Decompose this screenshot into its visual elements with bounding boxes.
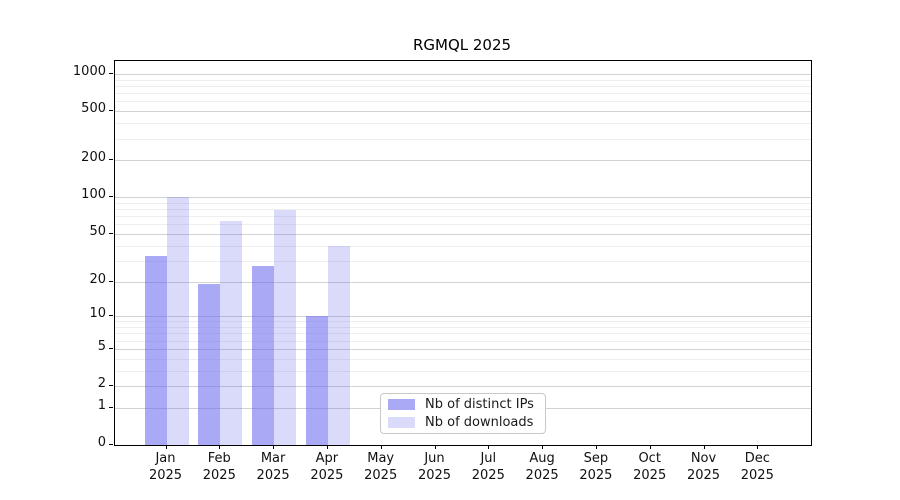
y-tick-mark bbox=[109, 73, 113, 74]
bar-distinct-ips bbox=[144, 255, 167, 445]
y-tick-label: 1 bbox=[97, 397, 106, 413]
bar-distinct-ips bbox=[198, 284, 221, 445]
gridline-major bbox=[115, 233, 811, 235]
x-tick-label: Nov 2025 bbox=[686, 451, 721, 483]
gridline-minor bbox=[115, 333, 811, 335]
y-tick-label: 200 bbox=[81, 150, 106, 166]
y-tick-mark bbox=[109, 385, 113, 386]
bar-distinct-ips bbox=[305, 316, 328, 445]
x-tick-mark bbox=[219, 445, 221, 449]
y-tick-label: 10 bbox=[89, 306, 106, 322]
y-tick-mark bbox=[109, 406, 113, 408]
y-tick-label: 1000 bbox=[72, 64, 106, 79]
gridline-minor bbox=[115, 93, 811, 95]
gridline-minor bbox=[115, 260, 811, 262]
x-tick-mark bbox=[273, 445, 275, 449]
legend-item-distinct-ips: Nb of distinct IPs bbox=[388, 397, 538, 413]
legend-swatch-downloads bbox=[388, 416, 415, 428]
legend-item-downloads: Nb of downloads bbox=[388, 415, 538, 431]
x-tick-mark bbox=[757, 445, 759, 449]
x-tick-mark bbox=[703, 445, 705, 449]
gridline-major bbox=[115, 281, 811, 283]
bar-distinct-ips bbox=[252, 266, 275, 445]
legend-label-distinct-ips: Nb of distinct IPs bbox=[425, 397, 534, 413]
legend-label-downloads: Nb of downloads bbox=[425, 414, 534, 430]
x-tick-label: Feb 2025 bbox=[202, 451, 236, 483]
y-tick-label: 5 bbox=[97, 338, 106, 354]
x-tick-label: Jul 2025 bbox=[471, 451, 505, 483]
x-tick-mark bbox=[488, 445, 490, 449]
gridline-minor bbox=[115, 358, 811, 360]
x-tick-label: Sep 2025 bbox=[579, 451, 613, 483]
y-tick-mark bbox=[109, 280, 113, 282]
y-tick-mark bbox=[109, 159, 113, 161]
x-tick-label: May 2025 bbox=[364, 451, 398, 483]
gridline-major bbox=[115, 386, 811, 387]
y-tick-label: 0 bbox=[97, 435, 106, 450]
x-tick-label: Aug 2025 bbox=[525, 451, 559, 483]
legend-swatch-distinct-ips bbox=[388, 399, 415, 411]
bar-downloads bbox=[327, 245, 350, 445]
bar-downloads bbox=[220, 220, 243, 445]
gridline-minor bbox=[115, 202, 811, 204]
x-tick-mark bbox=[165, 445, 167, 449]
gridline-minor bbox=[115, 216, 811, 218]
x-tick-label: Apr 2025 bbox=[310, 451, 344, 483]
gridline-minor bbox=[115, 123, 811, 125]
bar-downloads bbox=[274, 210, 297, 445]
x-tick-mark bbox=[326, 445, 328, 449]
x-tick-mark bbox=[595, 445, 597, 449]
y-tick-label: 100 bbox=[81, 187, 106, 203]
gridline-major bbox=[115, 197, 811, 199]
gridline-major bbox=[115, 111, 811, 113]
x-tick-mark bbox=[380, 445, 382, 449]
gridline-minor bbox=[115, 79, 811, 81]
y-tick-mark bbox=[109, 444, 113, 445]
gridline-minor bbox=[115, 327, 811, 328]
x-tick-label: Dec 2025 bbox=[740, 451, 774, 483]
y-tick-mark bbox=[109, 196, 113, 198]
x-tick-mark bbox=[649, 445, 651, 449]
x-tick-label: Mar 2025 bbox=[256, 451, 290, 483]
x-tick-label: Jun 2025 bbox=[417, 451, 452, 483]
gridline-major bbox=[115, 74, 811, 75]
legend: Nb of distinct IPs Nb of downloads bbox=[380, 393, 546, 434]
y-tick-label: 2 bbox=[97, 376, 106, 391]
gridline-minor bbox=[115, 245, 811, 247]
gridline-major bbox=[115, 348, 811, 350]
y-tick-mark bbox=[109, 347, 113, 349]
bar-downloads bbox=[166, 196, 189, 445]
gridline-major bbox=[115, 316, 811, 318]
chart-title: RGMQL 2025 bbox=[412, 36, 512, 54]
y-tick-label: 50 bbox=[89, 223, 106, 239]
y-tick-label: 20 bbox=[89, 271, 106, 287]
x-tick-label: Jan 2025 bbox=[148, 451, 183, 483]
plot-area bbox=[114, 60, 812, 446]
gridline-major bbox=[115, 160, 811, 162]
y-tick-mark bbox=[109, 232, 113, 234]
gridline-minor bbox=[115, 85, 811, 87]
x-tick-mark bbox=[434, 445, 436, 449]
gridline-minor bbox=[115, 340, 811, 342]
gridline-minor bbox=[115, 209, 811, 211]
gridline-minor bbox=[115, 101, 811, 103]
gridline-minor bbox=[115, 370, 811, 372]
x-tick-label: Oct 2025 bbox=[633, 451, 667, 483]
x-tick-mark bbox=[542, 445, 544, 449]
y-tick-label: 500 bbox=[81, 101, 106, 117]
y-tick-mark bbox=[109, 110, 113, 112]
gridline-minor bbox=[115, 138, 811, 140]
y-tick-mark bbox=[109, 315, 113, 317]
gridline-minor bbox=[115, 321, 811, 323]
gridline-minor bbox=[115, 224, 811, 226]
